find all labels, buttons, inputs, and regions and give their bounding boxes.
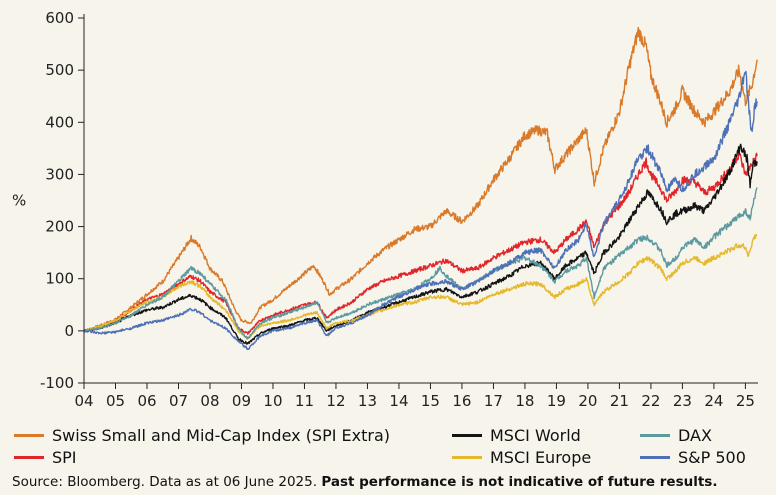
y-axis-label: %	[12, 192, 26, 210]
x-tick-label: 05	[106, 392, 125, 410]
series-line-3	[83, 233, 758, 340]
x-tick-label: 09	[232, 392, 251, 410]
source-text: Source: Bloomberg. Data as at 06 June 20…	[12, 474, 318, 490]
legend-label-spi-extra: Swiss Small and Mid-Cap Index (SPI Extra…	[52, 425, 391, 445]
x-tick-label: 12	[326, 392, 345, 410]
x-tick-label: 23	[673, 392, 692, 410]
y-tick-label: 600	[45, 9, 74, 27]
x-tick-label: 15	[421, 392, 440, 410]
legend-item-msci-europe: MSCI Europe	[452, 446, 591, 468]
x-tick-label: 21	[610, 392, 629, 410]
x-tick-label: 07	[169, 392, 188, 410]
x-tick-label: 16	[452, 392, 471, 410]
x-tick-label: 04	[74, 392, 93, 410]
y-tick-label: 500	[45, 61, 74, 79]
legend-item-sp500: S&P 500	[640, 446, 746, 468]
x-tick-label: 10	[263, 392, 282, 410]
y-tick-label: 400	[45, 113, 74, 131]
performance-disclaimer: Past performance is not indicative of fu…	[321, 474, 718, 490]
legend-swatch-sp500	[640, 455, 670, 459]
source-note: Source: Bloomberg. Data as at 06 June 20…	[12, 474, 717, 490]
x-tick-label: 17	[484, 392, 503, 410]
series-line-5	[83, 70, 758, 351]
legend-label-sp500: S&P 500	[678, 447, 746, 467]
x-tick-label: 08	[200, 392, 219, 410]
x-tick-label: 14	[389, 392, 408, 410]
legend-item-dax: DAX	[640, 424, 712, 446]
legend-label-msci-europe: MSCI Europe	[490, 447, 592, 467]
x-tick-label: 24	[704, 392, 723, 410]
x-tick-label: 22	[641, 392, 660, 410]
legend-swatch-msci-world	[452, 433, 482, 437]
x-tick-label: 13	[358, 392, 377, 410]
x-tick-label: 20	[578, 392, 597, 410]
legend-label-msci-world: MSCI World	[490, 425, 581, 445]
legend-swatch-dax	[640, 433, 670, 437]
x-tick-label: 19	[547, 392, 566, 410]
legend-item-spi: SPI	[14, 446, 77, 468]
legend-swatch-spi-extra	[14, 433, 44, 437]
y-tick-label: 0	[64, 322, 74, 340]
legend-label-dax: DAX	[678, 425, 712, 445]
legend-item-msci-world: MSCI World	[452, 424, 581, 446]
y-tick-label: 200	[45, 218, 74, 236]
x-tick-label: 25	[736, 392, 755, 410]
series-line-0	[83, 26, 758, 332]
legend-swatch-spi	[14, 455, 44, 459]
line-chart: -100 0 100 200 300 400 500 600 04 05 06 07 08 09 10 11 1…	[12, 9, 758, 410]
y-tick-label: 100	[45, 270, 74, 288]
series-line-2	[83, 143, 758, 345]
x-tick-label: 11	[295, 392, 314, 410]
x-tick-label: 18	[515, 392, 534, 410]
series-line-4	[83, 187, 758, 340]
legend-swatch-msci-europe	[452, 455, 482, 459]
y-tick-label: 300	[45, 165, 74, 183]
legend-label-spi: SPI	[52, 447, 77, 467]
y-tick-label: -100	[40, 374, 74, 392]
x-tick-label: 06	[137, 392, 156, 410]
legend-item-spi-extra: Swiss Small and Mid-Cap Index (SPI Extra…	[14, 424, 390, 446]
series-line-1	[83, 152, 758, 335]
